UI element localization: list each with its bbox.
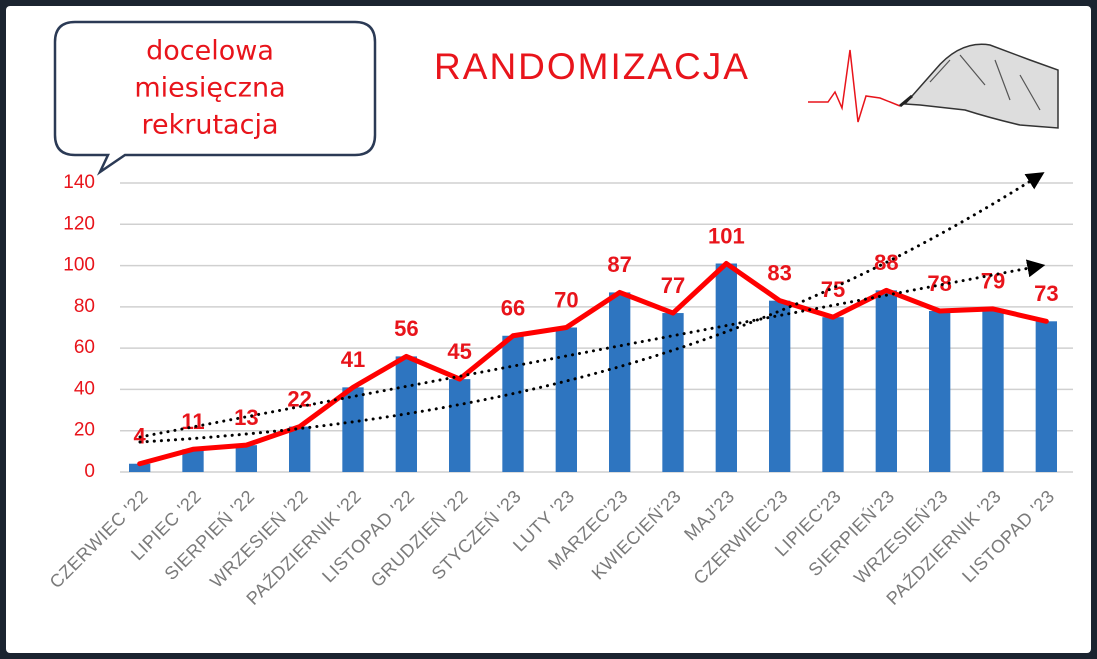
bar xyxy=(235,445,257,472)
y-tick-label: 40 xyxy=(74,378,95,399)
data-label: 70 xyxy=(554,287,578,312)
bar xyxy=(982,308,1004,472)
bar xyxy=(822,317,844,472)
data-label: 45 xyxy=(447,339,471,364)
annotation-line: miesięczna xyxy=(134,73,285,104)
annotation-line: docelowa xyxy=(146,36,274,67)
data-label: 101 xyxy=(708,223,745,248)
data-label: 11 xyxy=(181,409,204,434)
chart-title: RANDOMIZACJA xyxy=(434,46,750,87)
bar xyxy=(449,379,471,472)
data-label: 66 xyxy=(501,296,525,321)
bar xyxy=(555,327,577,472)
bar xyxy=(502,335,524,472)
data-label: 83 xyxy=(767,260,791,285)
y-tick-label: 60 xyxy=(74,337,95,358)
data-label: 56 xyxy=(394,316,418,341)
data-label: 77 xyxy=(661,273,685,298)
bar xyxy=(395,356,417,472)
bar xyxy=(875,290,897,472)
data-label: 41 xyxy=(341,347,365,372)
y-tick-label: 140 xyxy=(63,172,95,193)
bar xyxy=(929,310,951,472)
speech-bubble xyxy=(53,20,377,176)
bar xyxy=(609,292,631,472)
annotation-line: rekrutacja xyxy=(142,110,279,141)
bar xyxy=(662,313,684,472)
bar xyxy=(715,263,737,472)
bar xyxy=(769,300,791,472)
line xyxy=(137,261,1049,467)
illustration xyxy=(808,43,1059,129)
y-tick-label: 80 xyxy=(74,296,95,317)
data-label: 75 xyxy=(821,277,845,302)
bar xyxy=(342,387,364,472)
data-label: 73 xyxy=(1034,281,1058,306)
bar xyxy=(182,449,204,472)
y-tick-label: 0 xyxy=(84,461,95,482)
y-tick-label: 100 xyxy=(63,255,95,276)
y-tick-label: 20 xyxy=(74,420,95,441)
data-label: 79 xyxy=(981,269,1005,294)
bar xyxy=(1035,321,1057,472)
data-label: 87 xyxy=(607,252,631,277)
y-tick-label: 120 xyxy=(63,213,95,234)
bar xyxy=(289,426,311,472)
bar xyxy=(129,463,151,472)
